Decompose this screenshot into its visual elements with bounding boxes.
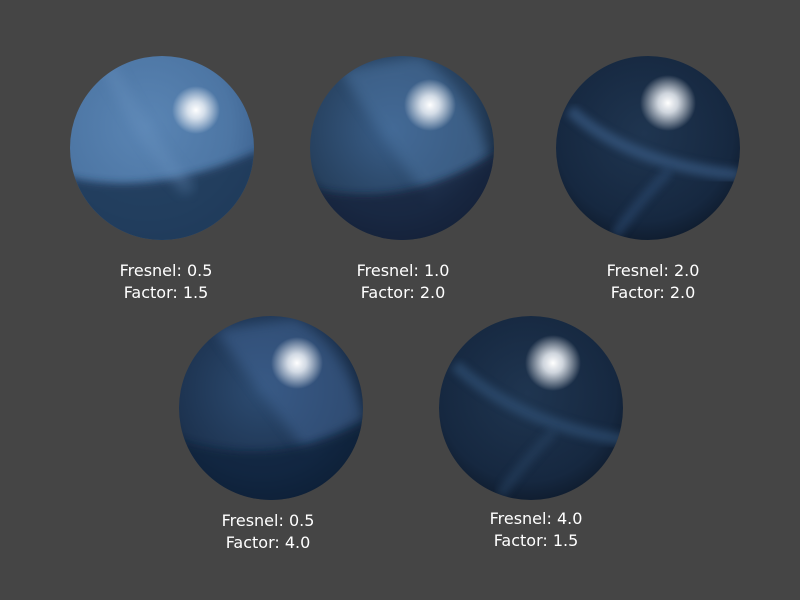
sample-label-3: Fresnel: 2.0 Factor: 2.0 <box>553 260 753 304</box>
factor-value: Factor: 4.0 <box>168 532 368 554</box>
fresnel-value: Fresnel: 2.0 <box>553 260 753 282</box>
factor-value: Factor: 1.5 <box>436 530 636 552</box>
fresnel-value: Fresnel: 1.0 <box>303 260 503 282</box>
sample-label-4: Fresnel: 0.5 Factor: 4.0 <box>168 510 368 554</box>
sample-label-2: Fresnel: 1.0 Factor: 2.0 <box>303 260 503 304</box>
sphere-4 <box>179 316 370 520</box>
sphere-2 <box>300 56 500 260</box>
sample-label-1: Fresnel: 0.5 Factor: 1.5 <box>66 260 266 304</box>
sphere-1 <box>60 56 260 260</box>
sample-label-5: Fresnel: 4.0 Factor: 1.5 <box>436 508 636 552</box>
factor-value: Factor: 2.0 <box>303 282 503 304</box>
factor-value: Factor: 2.0 <box>553 282 753 304</box>
sphere-5 <box>439 316 625 500</box>
sphere-3 <box>556 56 740 240</box>
fresnel-value: Fresnel: 0.5 <box>168 510 368 532</box>
factor-value: Factor: 1.5 <box>66 282 266 304</box>
fresnel-value: Fresnel: 4.0 <box>436 508 636 530</box>
fresnel-value: Fresnel: 0.5 <box>66 260 266 282</box>
